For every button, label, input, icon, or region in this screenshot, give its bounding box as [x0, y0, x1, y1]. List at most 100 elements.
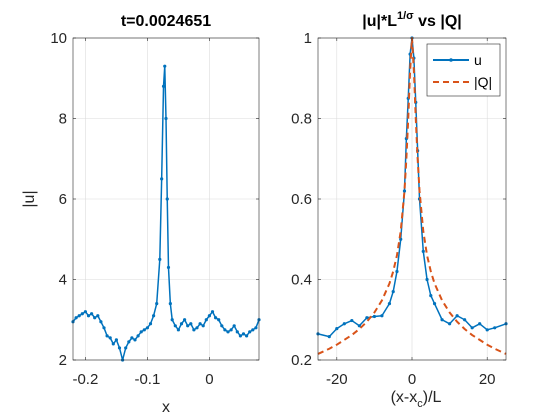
right-ytick-label: 0.8: [291, 111, 312, 128]
left-series-0-point: [217, 318, 221, 322]
right-series-0-point: [402, 189, 407, 193]
left-series-0-point: [226, 330, 230, 334]
right-series-0-point: [387, 302, 392, 306]
left-series-0-point: [173, 324, 177, 328]
right-series-0-point: [335, 327, 339, 331]
right-title-rest: vs |Q|: [414, 13, 462, 30]
right-series-0-point: [327, 335, 331, 339]
left-series-0-point: [136, 334, 140, 338]
left-title: t=0.0024651: [121, 13, 211, 30]
left-series-0-point: [201, 324, 205, 328]
legend: u |Q|: [426, 43, 501, 97]
left-xtick-label: -0.1: [134, 371, 160, 388]
right-series-0-point: [380, 314, 384, 318]
right-ytick-label: 0.2: [291, 352, 312, 369]
left-series-0-point: [83, 310, 87, 314]
right-ticks: -20 0 20 0.2 0.4 0.6 0.8 1: [291, 30, 506, 388]
left-ticks: -0.2 -0.1 0 2 4 6 8 10: [50, 30, 259, 388]
right-series-0-point: [485, 328, 489, 332]
left-series-0-point: [241, 332, 246, 336]
left-ytick-label: 10: [50, 30, 67, 47]
right-title-sup: 1/σ: [397, 10, 414, 22]
left-series-0-point: [204, 318, 208, 322]
left-series-0-point: [245, 334, 249, 338]
left-series-0-point: [117, 346, 122, 350]
right-xtick-label: -20: [326, 371, 348, 388]
left-series-0-point: [164, 116, 168, 121]
left-ytick-label: 4: [59, 272, 67, 289]
right-xlabel: (x-xc)/L: [391, 389, 442, 410]
left-series-0-point: [105, 334, 109, 338]
left-series-0-point: [108, 336, 112, 340]
left-series-0-point: [170, 318, 174, 322]
left-series-0-point: [148, 322, 153, 326]
left-series-0-point: [229, 328, 233, 332]
left-series-0-point: [102, 326, 106, 330]
left-series-0-point: [124, 346, 128, 350]
right-series-0-point: [455, 314, 459, 318]
left-series-0-point: [214, 316, 218, 320]
right-series-0-point: [425, 277, 429, 282]
right-series-0-point: [399, 237, 403, 241]
left-series-0-point: [248, 330, 252, 334]
left-series-0-point: [80, 312, 84, 316]
legend-box: [426, 43, 501, 97]
left-series-0-point: [163, 64, 167, 68]
right-xtick-label: 0: [408, 371, 416, 388]
right-title-base: |u|*L: [362, 13, 397, 30]
left-xlabel: x: [162, 399, 170, 416]
legend-marker-u: [449, 58, 453, 62]
right-xlabel-sub: c: [417, 398, 423, 410]
right-title: |u|*L1/σ vs |Q|: [362, 10, 462, 30]
right-series-0-point: [440, 318, 444, 322]
left-series-0-point: [232, 324, 236, 328]
left-series-0-point: [130, 336, 134, 340]
left-series-0-point: [251, 328, 255, 332]
left-series-0-point: [160, 177, 164, 181]
left-series-0-point: [127, 340, 131, 344]
left-series-0-point: [93, 316, 97, 320]
right-panel: -20 0 20 0.2 0.4 0.6 0.8 1 |u|*L1/σ vs |Q| (x-x…: [291, 10, 508, 410]
left-series-0-point: [223, 328, 227, 332]
left-series-0-point: [195, 326, 199, 330]
right-series-0-point: [429, 294, 433, 298]
left-xtick-label: -0.2: [72, 371, 98, 388]
left-series-0-point: [145, 326, 149, 330]
right-series-0-point: [432, 302, 437, 306]
left-series-0-point: [166, 265, 171, 270]
left-series-0-point: [155, 302, 159, 306]
right-series-0-point: [365, 316, 369, 320]
right-xlabel-rest: )/L: [423, 389, 442, 406]
right-series-0-point: [448, 322, 452, 326]
left-xtick-label: 0: [205, 371, 213, 388]
left-series-0-point: [77, 314, 81, 318]
left-series-0-point: [111, 342, 115, 346]
left-ytick-label: 8: [59, 111, 67, 128]
right-series-0-point: [493, 326, 497, 330]
left-series-0-point: [99, 320, 103, 324]
right-xtick-label: 20: [479, 371, 496, 388]
left-series-0-point: [210, 310, 215, 314]
right-ytick-label: 0.6: [291, 191, 312, 208]
left-series-0-point: [238, 334, 242, 338]
left-series-0-point: [161, 84, 166, 88]
left-series-0-point: [254, 326, 258, 330]
left-series-0-point: [198, 322, 202, 326]
left-ylabel: |u|: [21, 190, 38, 207]
right-series-0-point: [478, 322, 482, 326]
left-series-0-point: [86, 314, 91, 318]
right-series-0-point: [342, 322, 346, 326]
left-series-0-point: [168, 302, 172, 306]
right-ytick-label: 0.4: [291, 272, 312, 289]
right-series-0-point: [372, 314, 376, 319]
left-series-0-point: [158, 257, 162, 261]
left-series-0-point: [179, 322, 184, 326]
left-ytick-label: 6: [59, 191, 67, 208]
right-series-0-point: [463, 318, 467, 322]
left-series-0-point: [192, 328, 196, 332]
left-series-0-point: [152, 314, 156, 318]
right-series-0-point: [357, 324, 361, 328]
right-series-0-point: [391, 289, 395, 294]
left-series-0-point: [96, 314, 100, 318]
